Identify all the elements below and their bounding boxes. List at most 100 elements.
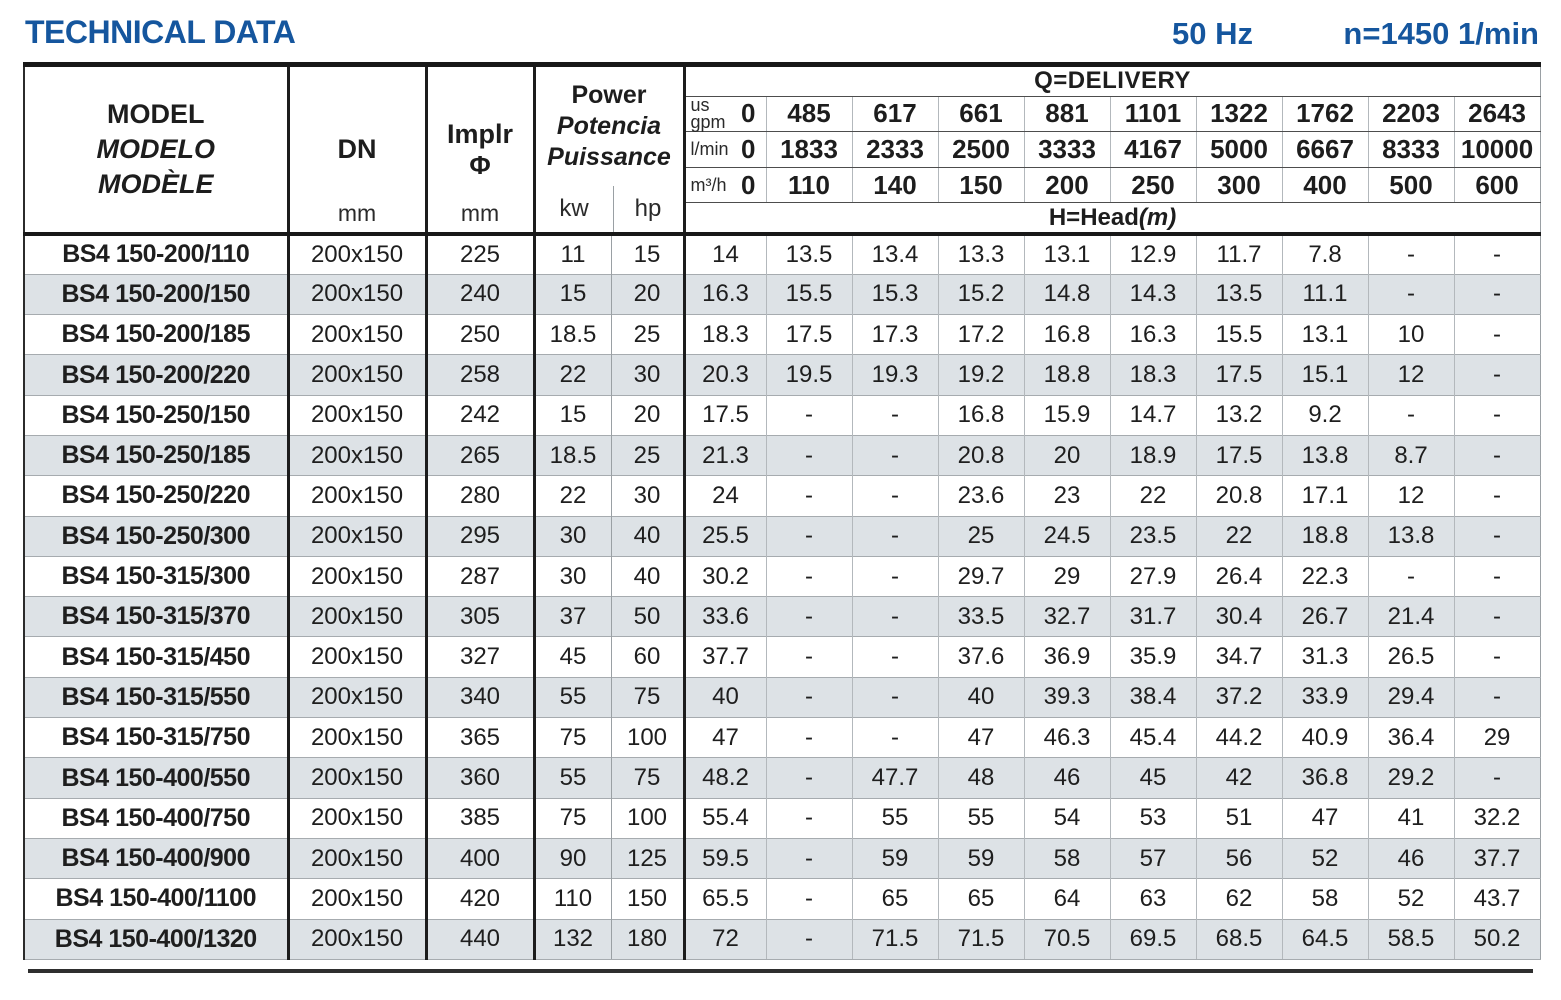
head-value-cell: 71.5: [937, 918, 1024, 960]
head-value-cell: 65.5: [684, 878, 766, 920]
impeller-cell: 305: [426, 596, 536, 637]
impeller-cell: 280: [426, 475, 536, 517]
power-kw-cell: 90: [534, 837, 612, 879]
head-value-cell: 71.5: [851, 918, 938, 960]
model-cell: BS4 150-315/550: [24, 676, 290, 718]
delivery-value: 6667: [1281, 131, 1368, 168]
power-hp-cell: 25: [611, 314, 686, 355]
head-value-cell: 12: [1367, 354, 1454, 396]
head-value-cell: -: [1453, 314, 1541, 355]
head-value-cell: 47: [684, 717, 766, 758]
model-cell: BS4 150-400/550: [24, 757, 290, 799]
delivery-header-row: MODEL MODELO MODÈLE DN mm Implr Φ mm: [24, 64, 1541, 234]
head-value-cell: 64.5: [1281, 918, 1368, 960]
model-cell: BS4 150-315/750: [24, 717, 290, 758]
dn-cell: 200x150: [288, 837, 428, 879]
model-label-fr: MODÈLE: [97, 169, 214, 200]
head-value-cell: 46: [1367, 837, 1454, 879]
power-kw-cell: 110: [534, 878, 612, 920]
head-value-cell: 15.5: [765, 273, 852, 315]
head-value-cell: -: [851, 394, 938, 436]
head-value-cell: 7.8: [1281, 231, 1368, 275]
head-value-cell: 72: [684, 918, 766, 960]
impeller-cell: 327: [426, 636, 536, 678]
head-value-cell: -: [1453, 394, 1541, 436]
head-value-cell: 20.8: [1195, 475, 1282, 517]
head-value-cell: 11.1: [1281, 273, 1368, 315]
model-cell: BS4 150-200/150: [24, 273, 290, 315]
head-value-cell: 12.9: [1109, 231, 1196, 275]
head-value-cell: -: [851, 515, 938, 557]
delivery-value: 1322: [1195, 96, 1282, 133]
lmin-unit-label: l/min: [690, 139, 729, 160]
model-cell: BS4 150-400/750: [24, 797, 290, 839]
head-value-cell: -: [765, 555, 852, 597]
power-hp-cell: 20: [611, 394, 686, 436]
power-kw-cell: 15: [534, 273, 612, 315]
head-value-cell: 14.8: [1023, 273, 1110, 315]
head-value-cell: 52: [1281, 837, 1368, 879]
head-value-cell: 13.5: [765, 231, 852, 275]
power-label-es: Potencia: [556, 111, 662, 140]
head-value-cell: 48: [937, 757, 1024, 799]
head-value-cell: 35.9: [1109, 636, 1196, 678]
head-value-cell: 38.4: [1109, 676, 1196, 718]
head-value-cell: 20.3: [684, 354, 766, 396]
head-value-cell: 29: [1023, 555, 1110, 597]
head-value-cell: 27.9: [1109, 555, 1196, 597]
head-value-cell: -: [1453, 596, 1541, 637]
head-value-cell: 47.7: [851, 757, 938, 799]
delivery-value: 4167: [1109, 131, 1196, 168]
head-value-cell: 47: [1281, 797, 1368, 839]
head-value-cell: 13.8: [1281, 434, 1368, 476]
head-value-cell: 19.5: [765, 354, 852, 396]
delivery-value: 2500: [937, 131, 1024, 168]
power-hp-cell: 30: [611, 354, 686, 396]
dn-cell: 200x150: [288, 231, 428, 275]
impeller-cell: 295: [426, 515, 536, 557]
m3h-unit-label: m³/h: [690, 174, 727, 195]
pump-model-row: BS4 150-250/150 200x150 242 15 20 17.5- -16.8 1…: [24, 394, 1541, 436]
head-value-cell: 55: [851, 797, 938, 839]
delivery-value: 3333: [1023, 131, 1110, 168]
head-value-cell: 14: [684, 231, 766, 275]
model-cell: BS4 150-400/1320: [24, 918, 290, 960]
head-value-cell: -: [1367, 555, 1454, 597]
page-header: TECHNICAL DATA 50 Hz n=1450 1/min: [0, 0, 1561, 62]
dn-label: DN: [337, 134, 377, 164]
head-value-cell: 33.5: [937, 596, 1024, 637]
head-value-cell: -: [851, 475, 938, 517]
pump-model-row: BS4 150-200/110 200x150 225 11 15 14 13.5 13.4 1…: [24, 231, 1541, 275]
head-value-cell: -: [765, 797, 852, 839]
head-value-cell: -: [1453, 231, 1541, 275]
power-hp-cell: 100: [611, 717, 686, 758]
head-value-cell: 17.5: [765, 314, 852, 355]
head-value-cell: 16.3: [684, 273, 766, 315]
head-value-cell: -: [765, 394, 852, 436]
head-value-cell: 68.5: [1195, 918, 1282, 960]
head-value-cell: 18.9: [1109, 434, 1196, 476]
lmin-zero-value: 0: [741, 134, 756, 165]
model-cell: BS4 150-200/220: [24, 354, 290, 396]
head-value-cell: -: [1453, 555, 1541, 597]
head-value-cell: -: [1453, 515, 1541, 557]
head-value-cell: 17.1: [1281, 475, 1368, 517]
impeller-cell: 258: [426, 354, 536, 396]
impeller-cell: 225: [426, 231, 536, 275]
delivery-value: 2643: [1453, 96, 1541, 133]
head-value-cell: 51: [1195, 797, 1282, 839]
head-value-cell: -: [765, 918, 852, 960]
head-value-cell: 58: [1281, 878, 1368, 920]
delivery-value: 8333: [1367, 131, 1454, 168]
power-kw-cell: 55: [534, 757, 612, 799]
head-value-cell: 31.3: [1281, 636, 1368, 678]
head-value-cell: 37.2: [1195, 676, 1282, 718]
table-header: MODEL MODELO MODÈLE DN mm Implr Φ mm: [24, 64, 1541, 234]
delivery-value: 1833: [765, 131, 852, 168]
head-value-cell: 21.4: [1367, 596, 1454, 637]
head-value-cell: 50.2: [1453, 918, 1541, 960]
head-value-cell: 29: [1453, 717, 1541, 758]
head-value-cell: 47: [937, 717, 1024, 758]
pump-model-row: BS4 150-315/370 200x150 305 37 50 33.6- -33.5 3…: [24, 596, 1541, 637]
head-value-cell: 25: [937, 515, 1024, 557]
